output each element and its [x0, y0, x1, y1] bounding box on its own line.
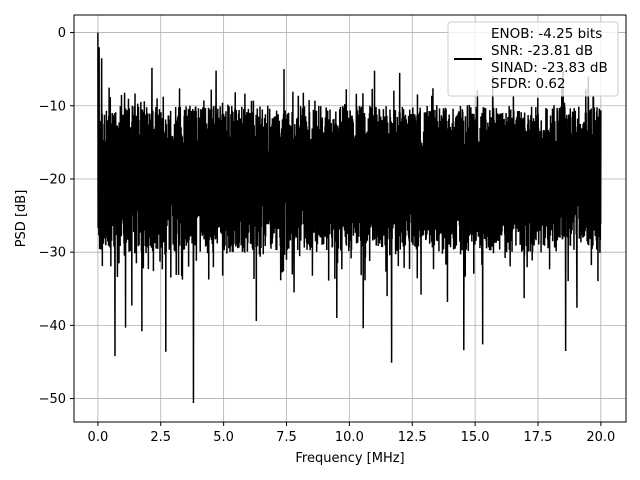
y-axis-label: PSD [dB]	[14, 190, 29, 248]
x-tick-label: 12.5	[398, 430, 427, 445]
x-tick-label: 20.0	[586, 430, 615, 445]
x-tick-label: 10.0	[335, 430, 364, 445]
legend-line-sinad: SINAD: -23.83 dB	[491, 60, 608, 76]
y-tick-label: −10	[39, 99, 66, 114]
x-tick-label: 17.5	[524, 430, 553, 445]
y-tick-label: −40	[39, 319, 66, 334]
x-axis-ticks: 0.0 2.5 5.0 7.5 10.0 12.5 15.0 17.5 20.0	[88, 422, 615, 445]
y-tick-label: 0	[58, 26, 66, 41]
x-tick-label: 0.0	[88, 430, 109, 445]
legend-box	[447, 21, 619, 97]
y-tick-label: −30	[39, 246, 66, 261]
plot-frame	[73, 14, 627, 423]
y-axis-ticks: 0 −10 −20 −30 −40 −50	[39, 26, 74, 407]
x-axis-label: Frequency [MHz]	[295, 451, 404, 466]
legend-line-sfdr: SFDR: 0.62	[491, 76, 566, 92]
y-tick-label: −50	[39, 392, 66, 407]
psd-series-line	[97, 32, 602, 403]
legend-line-snr: SNR: -23.81 dB	[491, 43, 593, 59]
series-group	[97, 32, 602, 403]
x-tick-label: 7.5	[276, 430, 297, 445]
x-tick-label: 2.5	[150, 430, 171, 445]
x-tick-label: 15.0	[461, 430, 490, 445]
legend-line-enob: ENOB: -4.25 bits	[491, 26, 602, 42]
x-tick-label: 5.0	[213, 430, 234, 445]
y-tick-label: −20	[39, 172, 66, 187]
legend: ENOB: -4.25 bits SNR: -23.81 dB SINAD: -…	[447, 21, 619, 97]
